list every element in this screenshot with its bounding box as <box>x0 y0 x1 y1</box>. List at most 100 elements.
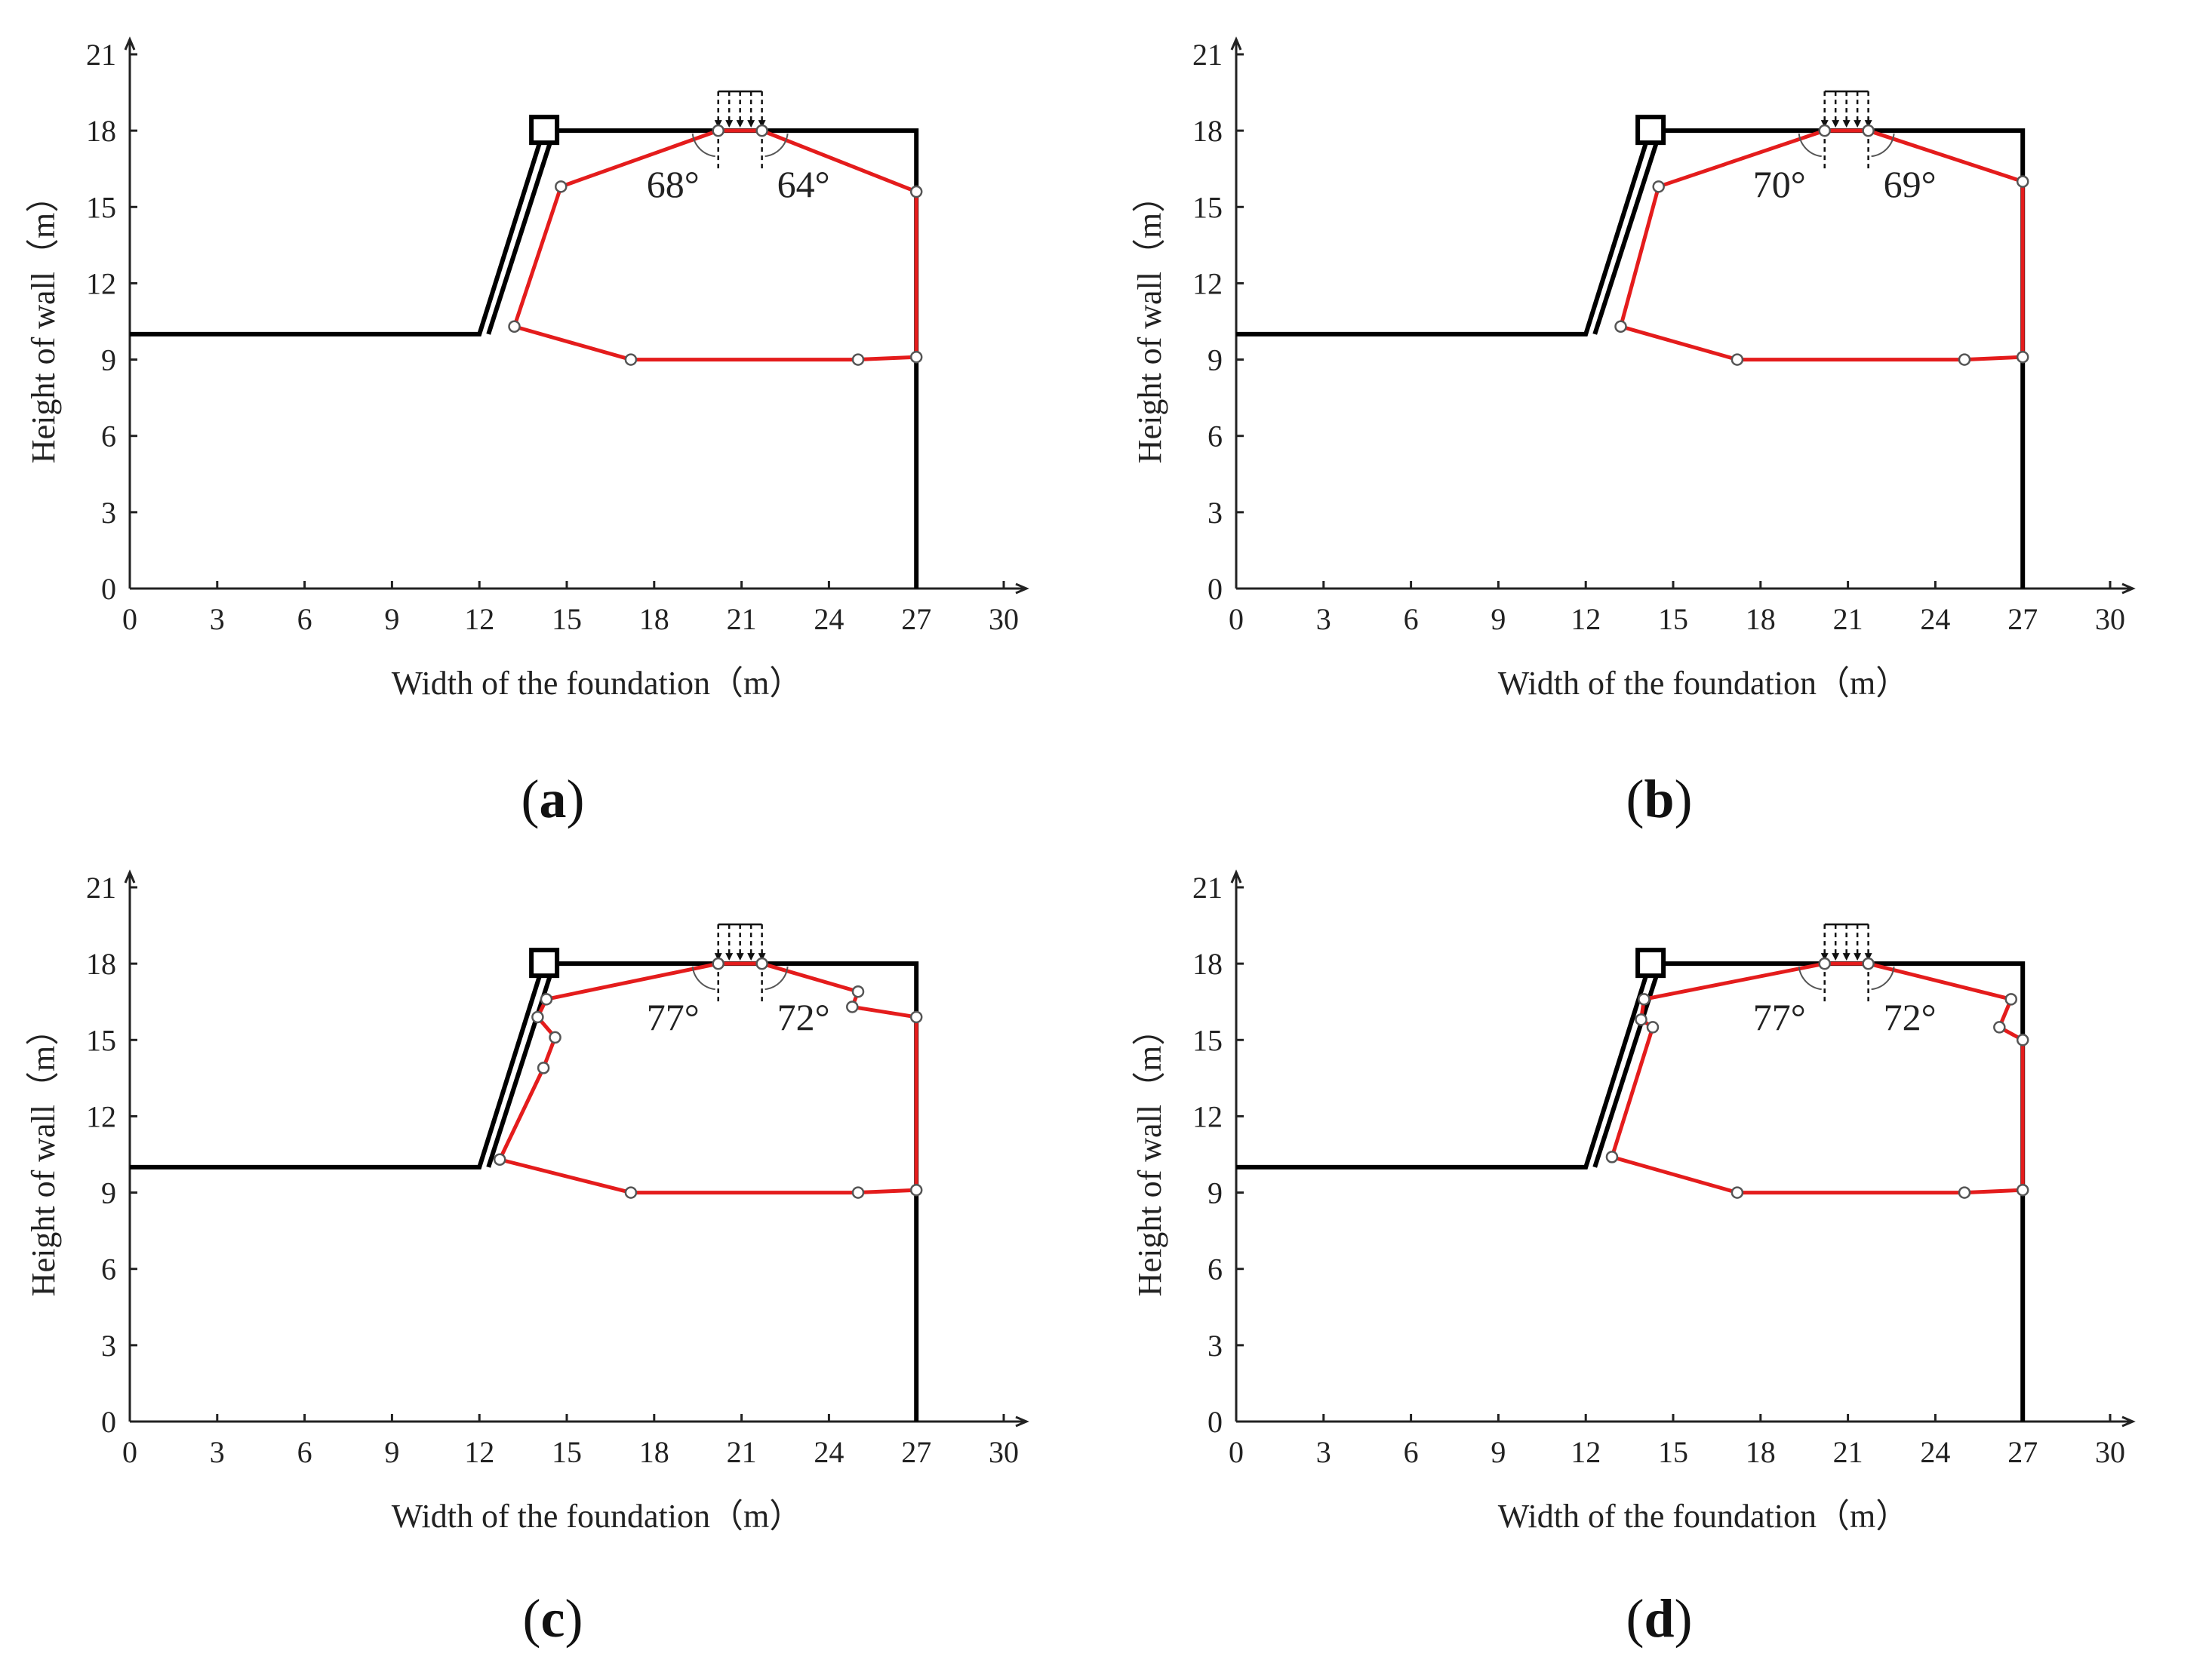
y-tick-label: 3 <box>1208 496 1223 530</box>
load-arrow-head <box>1842 120 1851 128</box>
load-arrow-head <box>1864 120 1872 128</box>
slip-node-point <box>909 1183 923 1197</box>
x-tick-label: 3 <box>1316 1435 1331 1469</box>
panel-letter-a: a <box>539 769 567 829</box>
x-tick-label: 18 <box>1746 602 1776 636</box>
y-tick-label: 21 <box>1192 38 1223 72</box>
load-arrow-head <box>1820 953 1829 961</box>
y-tick-label: 18 <box>86 114 116 148</box>
x-tick-label: 24 <box>1920 1435 1950 1469</box>
y-tick-label: 15 <box>1192 190 1223 224</box>
chart-panel-a: 0 3 6 9 12 15 18 21 24 27 30 0 3 6 9 12 15 18 21 Width of t… <box>0 0 1106 830</box>
x-tick-label: 9 <box>1491 1435 1506 1469</box>
x-tick-label: 24 <box>1920 602 1950 636</box>
x-tick-label: 27 <box>901 602 931 636</box>
slip-node-point <box>493 1153 506 1166</box>
x-tick-label: 21 <box>727 1435 757 1469</box>
angle-label: 70° <box>1753 163 1806 205</box>
x-tick-label: 18 <box>639 602 669 636</box>
wall-face-inner <box>1592 134 1661 335</box>
panel-letter-d: d <box>1644 1588 1675 1649</box>
x-tick-label: 21 <box>1833 602 1863 636</box>
y-tick-label: 12 <box>86 1099 116 1133</box>
slip-node-point <box>1605 1151 1619 1163</box>
angle-arc <box>1798 967 1822 991</box>
load-arrow-head <box>1832 953 1840 961</box>
slip-node-point <box>531 1010 544 1024</box>
y-tick-label: 9 <box>1208 1176 1223 1210</box>
x-axis-arrow <box>1015 582 1029 595</box>
y-tick-label: 12 <box>86 266 116 300</box>
x-tick-label: 12 <box>464 602 494 636</box>
y-axis-title: Height of wall（m） <box>1131 1013 1168 1296</box>
slip-node-point <box>909 185 923 198</box>
x-tick-label: 0 <box>1229 602 1244 636</box>
angle-arc <box>1871 967 1895 991</box>
load-arrow-head <box>714 953 722 961</box>
y-tick-label: 18 <box>1192 114 1223 148</box>
chart-svg-c: 0 3 6 9 12 15 18 21 24 27 30 0 3 6 9 12 15 18 21 Width of t… <box>25 869 1029 1535</box>
slip-node-point <box>555 180 568 193</box>
y-tick-label: 0 <box>1208 572 1223 606</box>
slip-node-point <box>1614 320 1627 333</box>
y-tick-label: 3 <box>101 1329 116 1363</box>
chart-panel-c: 0 3 6 9 12 15 18 21 24 27 30 0 3 6 9 12 15 18 21 Width of t… <box>0 833 1106 1663</box>
load-arrow-head <box>1842 953 1851 961</box>
load-arrow-head <box>1854 953 1862 961</box>
slip-node-point <box>755 957 768 970</box>
slip-node-point <box>851 353 865 366</box>
y-axis-title: Height of wall（m） <box>25 180 62 463</box>
angle-arc <box>765 967 789 991</box>
slip-surface-line <box>1610 961 2025 1195</box>
x-axis-arrow <box>2121 582 2136 595</box>
y-axis-arrow <box>1230 869 1242 884</box>
slip-node-point <box>2016 350 2029 364</box>
x-axis-title: Width of the foundation（m） <box>1498 1498 1909 1535</box>
angle-label: 72° <box>1884 996 1937 1038</box>
x-tick-label: 0 <box>122 602 137 636</box>
x-axis-title: Width of the foundation（m） <box>392 665 802 702</box>
slip-node-point <box>909 350 923 364</box>
wall-top-marker <box>529 948 560 979</box>
y-tick-label: 15 <box>86 1023 116 1057</box>
slip-node-point <box>755 124 768 137</box>
x-tick-label: 30 <box>989 602 1019 636</box>
slip-surface-line <box>497 961 918 1195</box>
y-tick-label: 12 <box>1192 1099 1223 1133</box>
slip-surface-line <box>512 128 918 362</box>
slip-node-point <box>1862 957 1875 970</box>
x-tick-label: 6 <box>1404 602 1419 636</box>
angle-label: 72° <box>777 996 830 1038</box>
y-tick-label: 21 <box>86 38 116 72</box>
y-tick-label: 9 <box>101 343 116 377</box>
load-arrow-head <box>747 120 755 128</box>
x-tick-label: 27 <box>2007 1435 2038 1469</box>
chart-panel-b: 0 3 6 9 12 15 18 21 24 27 30 0 3 6 9 12 15 18 21 Width of t… <box>1106 0 2212 830</box>
slip-node-point <box>624 1186 638 1199</box>
panel-label-a: (a) <box>521 769 585 829</box>
x-tick-label: 24 <box>814 602 844 636</box>
wall-top-marker <box>1635 948 1666 979</box>
wall-top-marker <box>529 115 560 146</box>
x-tick-label: 30 <box>2095 602 2125 636</box>
angle-arc <box>765 134 789 158</box>
y-tick-label: 9 <box>1208 343 1223 377</box>
y-tick-label: 0 <box>101 572 116 606</box>
slip-node-point <box>2016 1183 2029 1197</box>
angle-arc <box>1871 134 1895 158</box>
slip-node-point <box>909 1010 923 1024</box>
slip-node-point <box>508 320 521 333</box>
x-tick-label: 3 <box>210 602 225 636</box>
y-axis-title: Height of wall（m） <box>25 1013 62 1296</box>
y-tick-label: 12 <box>1192 266 1223 300</box>
x-axis-arrow <box>1015 1415 1029 1428</box>
x-tick-label: 6 <box>297 1435 312 1469</box>
x-tick-label: 9 <box>1491 602 1506 636</box>
y-tick-label: 15 <box>86 190 116 224</box>
slip-node-point <box>1818 957 1831 970</box>
y-axis-title: Height of wall（m） <box>1131 180 1168 463</box>
y-tick-label: 3 <box>101 496 116 530</box>
y-tick-label: 6 <box>1208 420 1223 453</box>
y-axis-arrow <box>124 36 136 51</box>
x-tick-label: 12 <box>464 1435 494 1469</box>
